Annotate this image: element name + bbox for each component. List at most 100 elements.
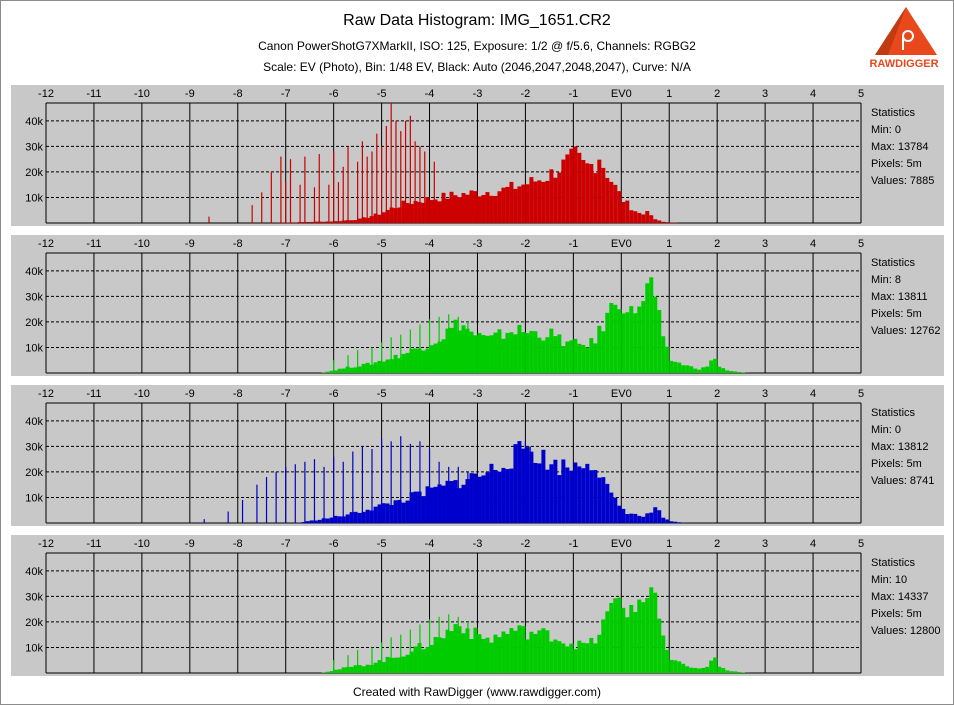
histogram-bar: [545, 630, 550, 673]
histogram-bar: [469, 639, 474, 673]
histogram-bar: [629, 604, 634, 673]
histogram-bar: [553, 459, 558, 523]
histogram-bar: [465, 194, 470, 223]
stats-heading: Statistics: [871, 407, 916, 419]
histogram-bar: [349, 666, 354, 673]
histogram-bar: [557, 334, 562, 373]
histogram-bar: [553, 336, 558, 373]
histogram-bar: [585, 163, 590, 223]
histogram-bar: [397, 657, 402, 673]
top-axis: -12 -11 -10 -9 -8 -7 -6 -5 -4 -3 -2 -1 EV0 1 2 3 4 5: [38, 88, 864, 100]
stats-max: Max: 13784: [871, 141, 929, 153]
histogram-bar: [337, 221, 342, 223]
histogram-bar: [309, 221, 314, 223]
histogram-bar: [573, 649, 578, 673]
histogram-bar: [489, 195, 494, 223]
top-tick-label: -9: [185, 238, 195, 250]
histogram-bar: [385, 503, 390, 523]
top-tick-label: EV0: [611, 88, 632, 100]
histogram-bar: [453, 195, 458, 223]
histogram-bar: [357, 218, 362, 223]
histogram-bar: [613, 184, 618, 223]
histogram-bar: [605, 177, 610, 223]
histogram-bar: [573, 462, 578, 523]
chart-title: Raw Data Histogram: IMG_1651.CR2: [343, 12, 611, 29]
histogram-bar: [477, 476, 482, 523]
histogram-bar: [365, 509, 370, 523]
histogram-bar: [409, 203, 414, 223]
histogram-bar: [461, 484, 466, 523]
histogram-bar: [709, 660, 714, 673]
histogram-bar: [393, 500, 398, 523]
histogram-bar: [377, 360, 382, 373]
histogram-bar: [473, 473, 478, 523]
histogram-bar: [645, 598, 650, 673]
histogram-bar: [677, 362, 682, 373]
histogram-green2: -12 -11 -10 -9 -8 -7 -6 -5 -4 -3 -2 -1 EV0 1 2 3 4 5 10k 20…: [25, 538, 864, 674]
histogram-bar: [429, 644, 434, 673]
histogram-bar: [421, 649, 426, 673]
histogram-bar: [617, 191, 622, 223]
histogram-bar: [617, 505, 622, 523]
y-tick-label: 20k: [25, 317, 43, 329]
histogram-bar: [453, 624, 458, 673]
stats-pixels: Pixels: 5m: [871, 458, 922, 470]
histogram-bar: [577, 152, 582, 223]
histogram-bar: [585, 643, 590, 673]
histogram-bar: [525, 447, 530, 523]
histogram-bar: [601, 619, 606, 673]
histogram-bar: [729, 671, 734, 673]
histogram-bar: [337, 516, 342, 523]
y-tick-label: 20k: [25, 467, 43, 479]
histogram-bar: [697, 668, 702, 673]
histogram-bar: [325, 671, 330, 673]
top-tick-label: -12: [38, 388, 54, 400]
histogram-bar: [305, 521, 310, 523]
histogram-bar: [589, 163, 594, 223]
histogram-bar: [649, 215, 654, 223]
histogram-bar: [689, 366, 694, 373]
histogram-bar: [629, 210, 634, 223]
histogram-bar: [309, 520, 314, 523]
histogram-bar: [485, 335, 490, 373]
histogram-bar: [509, 181, 514, 223]
histogram-bar: [325, 221, 330, 223]
histogram-bar: [521, 184, 526, 223]
top-tick-label: -10: [134, 88, 150, 100]
histogram-bar: [549, 169, 554, 223]
histogram-bar: [489, 642, 494, 673]
histogram-bar: [353, 220, 358, 223]
y-tick-label: 40k: [25, 116, 43, 128]
histogram-bar: [525, 333, 530, 373]
histogram-blue: -12 -11 -10 -9 -8 -7 -6 -5 -4 -3 -2 -1 EV0 1 2 3 4 5 10k 20…: [25, 388, 864, 524]
histogram-bars: [321, 277, 750, 373]
histogram-bar: [377, 660, 382, 673]
histogram-bar: [489, 335, 494, 373]
histogram-bar: [737, 671, 742, 673]
histogram-bar: [353, 367, 358, 373]
top-tick-label: 1: [666, 238, 672, 250]
histogram-bar: [581, 344, 586, 373]
histogram-bar: [337, 669, 342, 673]
histogram-bar: [425, 647, 430, 673]
histogram-bar: [653, 507, 658, 523]
histogram-bar: [521, 448, 526, 523]
histogram-bar: [625, 617, 630, 673]
histogram-bar: [461, 325, 466, 373]
stats-min: Min: 10: [871, 574, 908, 586]
histogram-bar: [461, 633, 466, 673]
top-tick-label: -4: [425, 88, 435, 100]
histogram-bar: [429, 200, 434, 223]
histogram-bar: [589, 338, 594, 373]
histogram-bar: [361, 217, 366, 223]
histogram-bar: [397, 207, 402, 223]
histogram-bars: [321, 587, 750, 673]
histogram-bar: [505, 469, 510, 523]
histogram-bar: [717, 366, 722, 373]
histogram-bar: [573, 338, 578, 373]
histogram-bar: [717, 666, 722, 673]
top-axis: -12 -11 -10 -9 -8 -7 -6 -5 -4 -3 -2 -1 EV0 1 2 3 4 5: [38, 388, 864, 400]
histogram-bar: [473, 335, 478, 373]
histogram-bar: [657, 510, 662, 523]
histogram-bar: [661, 517, 666, 523]
